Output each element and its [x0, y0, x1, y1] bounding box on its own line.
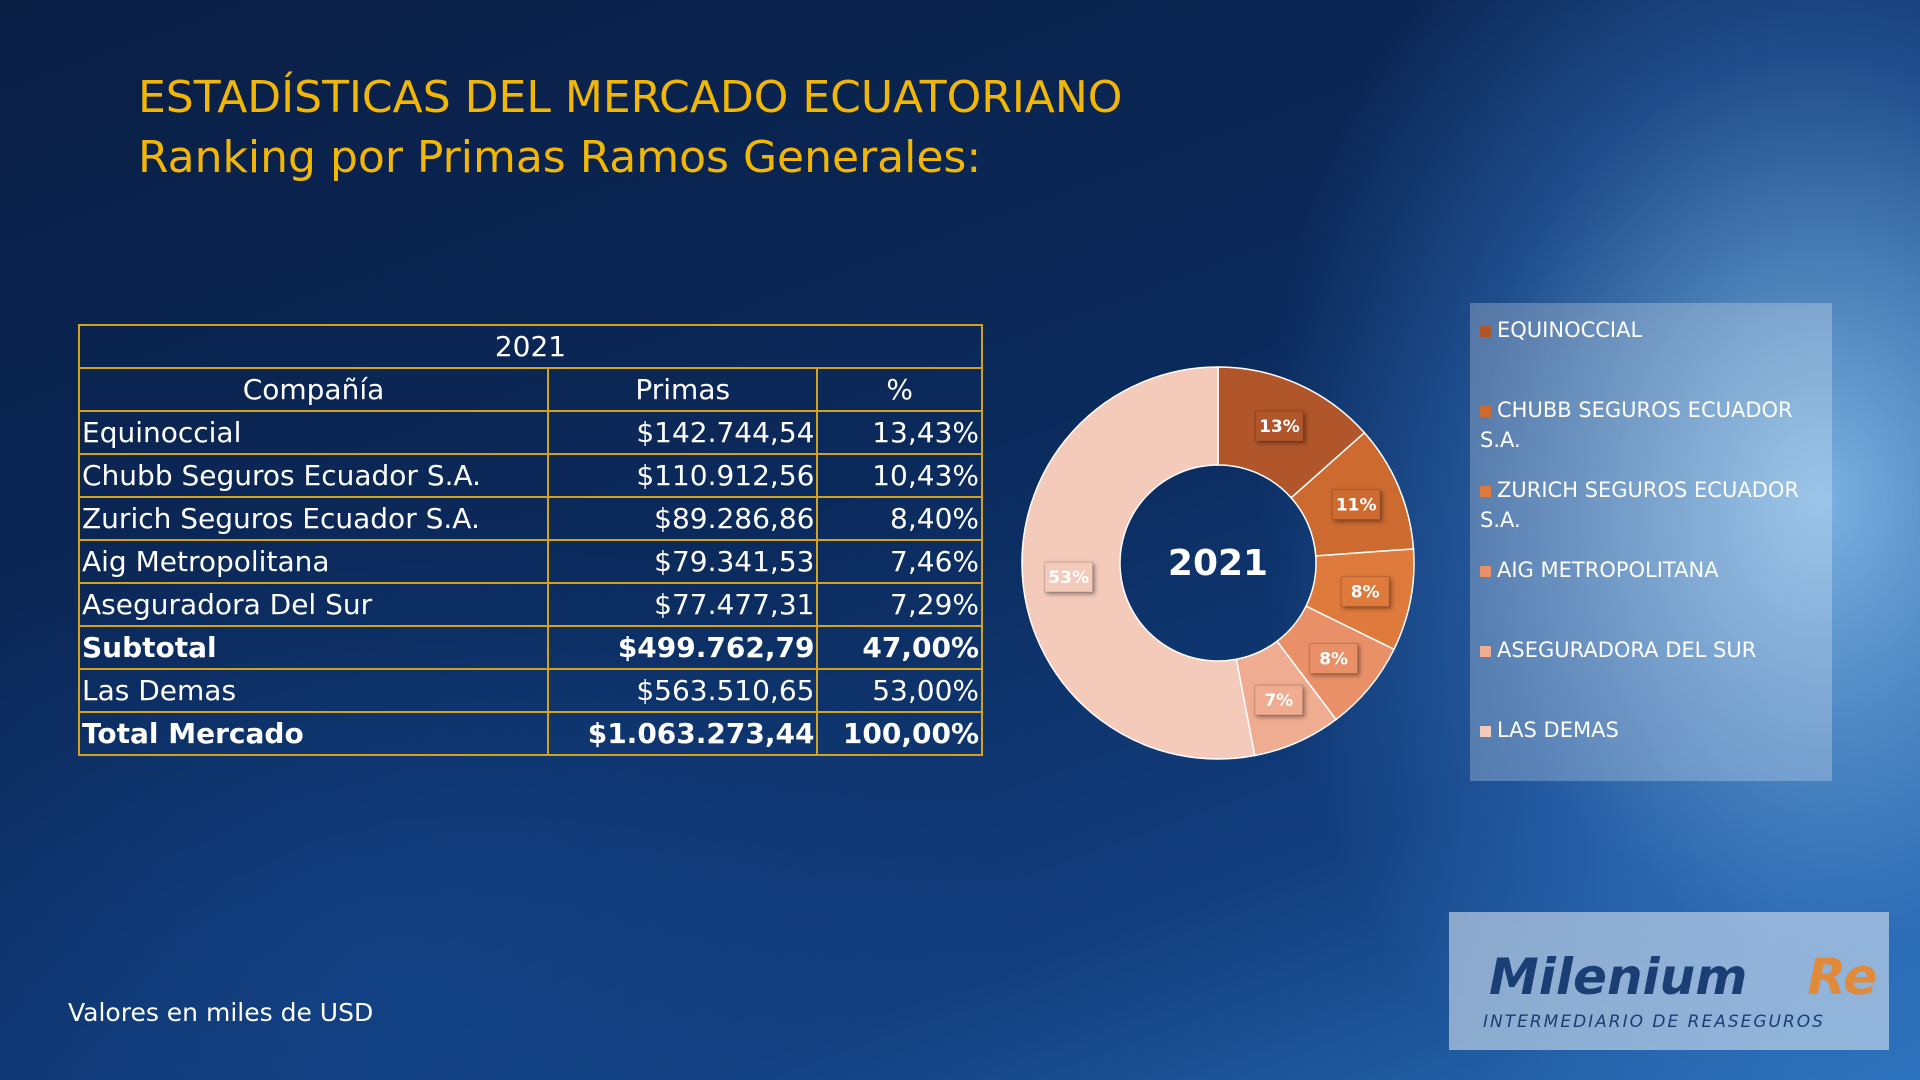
table-cell: $110.912,56: [546, 453, 819, 498]
legend-swatch: [1480, 646, 1491, 657]
table-cell: $499.762,79: [546, 625, 819, 670]
footnote: Valores en miles de USD: [68, 998, 374, 1027]
legend-entry: EQUINOCCIAL: [1480, 315, 1825, 345]
column-header: Compañía: [78, 367, 549, 412]
legend-label: LAS DEMAS: [1497, 718, 1619, 742]
table-row: Total Mercado $1.063.273,44 100,00%: [78, 711, 983, 756]
label-box: [1340, 576, 1390, 608]
table-row: Aseguradora Del Sur $77.477,31 7,29%: [78, 582, 983, 627]
table-row: Zurich Seguros Ecuador S.A. $89.286,86 8,4…: [78, 496, 983, 541]
table-cell: 13,43%: [816, 410, 983, 455]
label-box: [1331, 489, 1381, 521]
logo-tagline: INTERMEDIARIO DE REASEGUROS: [1483, 1012, 1825, 1032]
data-label: 7%: [1264, 691, 1293, 711]
table-row: Equinoccial $142.744,54 13,43%: [78, 410, 983, 455]
legend-entry: CHUBB SEGUROS ECUADOR S.A.: [1480, 395, 1825, 455]
label-box: [1044, 561, 1094, 593]
legend-swatch: [1480, 726, 1491, 737]
label-box: [1309, 643, 1359, 675]
legend-swatch: [1480, 326, 1491, 337]
subtitle: Ranking por Primas Ramos Generales:: [138, 132, 982, 183]
table-cell: $79.341,53: [546, 539, 819, 584]
legend-label: ASEGURADORA DEL SUR: [1497, 638, 1757, 662]
table-cell: Las Demas: [78, 668, 549, 713]
legend-label: ZURICH SEGUROS ECUADOR S.A.: [1480, 478, 1799, 532]
table-cell: Total Mercado: [78, 711, 549, 756]
title: ESTADÍSTICAS DEL MERCADO ECUATORIANO: [138, 72, 1123, 123]
table-cell: 53,00%: [816, 668, 983, 713]
year-cell: 2021: [78, 324, 983, 369]
legend-label: AIG METROPOLITANA: [1497, 558, 1719, 582]
column-header: Primas: [546, 367, 819, 412]
table-cell: Zurich Seguros Ecuador S.A.: [78, 496, 549, 541]
legend-entry: ZURICH SEGUROS ECUADOR S.A.: [1480, 475, 1825, 535]
table-cell: $77.477,31: [546, 582, 819, 627]
legend-swatch: [1480, 566, 1491, 577]
logo-name-a: Milenium: [1489, 948, 1748, 1006]
legend-entry: AIG METROPOLITANA: [1480, 555, 1825, 585]
table-row: Chubb Seguros Ecuador S.A. $110.912,56 10,…: [78, 453, 983, 498]
table-cell: $1.063.273,44: [546, 711, 819, 756]
table-cell: 100,00%: [816, 711, 983, 756]
data-label: 13%: [1259, 417, 1300, 437]
legend-swatch: [1480, 406, 1491, 417]
table-cell: 47,00%: [816, 625, 983, 670]
data-label: 8%: [1351, 583, 1380, 603]
logo-name: Milenium Re: [1489, 948, 1877, 1006]
data-label: 53%: [1048, 568, 1089, 588]
table-row: Subtotal $499.762,79 47,00%: [78, 625, 983, 670]
table-cell: 7,46%: [816, 539, 983, 584]
data-label: 8%: [1319, 650, 1348, 670]
table-row: Las Demas $563.510,65 53,00%: [78, 668, 983, 713]
donut-slice: [1021, 366, 1256, 760]
legend: EQUINOCCIAL CHUBB SEGUROS ECUADOR S.A. ZUR…: [1470, 303, 1832, 781]
table-cell: 8,40%: [816, 496, 983, 541]
table-cell: Chubb Seguros Ecuador S.A.: [78, 453, 549, 498]
table-row: Aig Metropolitana $79.341,53 7,46%: [78, 539, 983, 584]
table-cell: $142.744,54: [546, 410, 819, 455]
logo-name-b: Re: [1807, 948, 1878, 1006]
table-cell: Aseguradora Del Sur: [78, 582, 549, 627]
ranking-table: 2021 Compañía Primas% Equinoccial $142.744,5…: [78, 324, 983, 756]
data-label: 11%: [1336, 496, 1377, 516]
legend-swatch: [1480, 486, 1491, 497]
table-cell: 7,29%: [816, 582, 983, 627]
logo: Milenium Re INTERMEDIARIO DE REASEGUROS: [1449, 912, 1889, 1050]
label-box: [1254, 684, 1304, 716]
table-cell: Equinoccial: [78, 410, 549, 455]
label-box: [1254, 410, 1304, 442]
table-cell: 10,43%: [816, 453, 983, 498]
header-row: Compañía Primas%: [78, 367, 983, 412]
center-label: 2021: [1168, 543, 1268, 584]
table-cell: Aig Metropolitana: [78, 539, 549, 584]
table-cell: Subtotal: [78, 625, 549, 670]
legend-label: CHUBB SEGUROS ECUADOR S.A.: [1480, 398, 1793, 452]
table-cell: $89.286,86: [546, 496, 819, 541]
column-header: %: [816, 367, 983, 412]
legend-entry: ASEGURADORA DEL SUR: [1480, 635, 1825, 665]
legend-label: EQUINOCCIAL: [1497, 318, 1643, 342]
legend-entry: LAS DEMAS: [1480, 715, 1825, 745]
year-row: 2021: [78, 324, 983, 369]
table-cell: $563.510,65: [546, 668, 819, 713]
